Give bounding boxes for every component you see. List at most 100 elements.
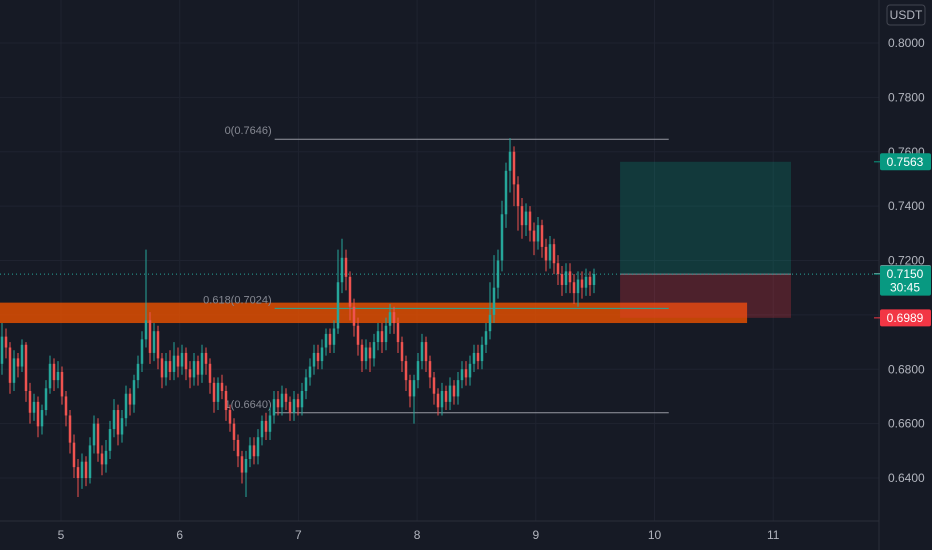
candle-body [280,393,284,408]
candle-body [332,328,336,345]
candle-body [228,410,232,424]
support-zone-layer [0,302,748,324]
candle-body [360,344,364,362]
candle [52,358,56,391]
candle-body [136,363,140,381]
candle-body [56,371,60,381]
candle [168,350,172,381]
time-tick-label: 10 [648,528,662,542]
candle-body [44,388,48,411]
candle [492,255,496,324]
candle-body [312,352,316,367]
candle [428,355,432,389]
support-zone-rect[interactable] [0,302,748,324]
candle-body [120,418,124,435]
candle [404,355,408,391]
candle [100,445,104,476]
candle-body [516,184,520,207]
candle [424,336,428,372]
candle [228,404,232,432]
price-tick-label: 0.7200 [888,254,925,268]
candle-body [156,331,160,359]
candle [356,317,360,356]
candle-body [256,437,260,457]
candle [392,306,396,334]
candle [468,355,472,386]
candle [316,344,320,370]
candle [504,162,508,228]
candle [204,347,208,375]
candle-body [428,361,432,378]
candle-body [140,339,144,364]
candle-body [588,276,592,285]
candle-body [504,170,508,215]
position-stop-zone[interactable] [620,274,792,318]
candle [92,415,96,454]
currency-button[interactable] [886,4,926,26]
candle [248,437,252,468]
candle-body [236,439,240,457]
candle [60,366,64,405]
position-target-zone[interactable] [620,161,792,275]
position-tool[interactable] [620,161,792,318]
candle-body [328,333,332,345]
candle [584,268,588,296]
candle-body [484,331,488,345]
candle [24,342,28,402]
candle [272,391,276,424]
candle [220,374,224,400]
candle-body [592,274,596,285]
candle-body [508,151,512,171]
candle [4,328,8,359]
fibonacci-retracement[interactable]: 0(0.7646) 0.618(0.7024) 1(0.6640) [203,125,669,414]
price-badge-countdown: 30:45 [890,281,920,295]
candle-body [316,352,320,362]
candle-body [500,214,504,261]
candle [456,371,460,405]
candle [360,339,364,372]
candle-body [388,312,392,326]
candle-body [80,461,84,478]
candle-body [564,271,568,285]
candle-body [412,380,416,397]
candle [484,323,488,353]
candle [516,176,520,231]
candle [280,385,284,416]
candle-body [372,342,376,359]
candle [312,344,316,375]
candle-body [128,393,132,405]
candle-body [264,420,268,432]
candle-body [160,358,164,378]
candle-body [528,211,532,231]
candle-body [92,423,96,446]
candle-body [284,393,288,402]
candle-body [532,230,536,242]
candle-body [512,151,516,185]
candle [588,271,592,296]
candle-body [248,445,252,459]
candle [508,138,512,193]
candle-body [572,282,576,294]
candle [412,374,416,424]
candle [572,274,576,304]
candle-body [104,450,108,465]
candle-body [240,456,244,473]
candle-body [188,369,192,378]
candle [292,391,296,421]
candle [104,439,108,473]
candle [236,434,240,468]
candle-body [76,467,80,478]
candle [544,238,548,272]
candle [16,352,20,378]
price-badge-0: 0.7563 [874,153,931,171]
candle [368,342,372,372]
candle-body [292,399,296,413]
price-tick-label: 0.8000 [888,36,925,50]
candle [528,206,532,242]
candle [116,404,120,446]
candle-body [404,361,408,381]
price-badge-label: 0.7150 [887,267,924,281]
candle-body [24,344,28,391]
price-badge-bg [880,153,931,171]
